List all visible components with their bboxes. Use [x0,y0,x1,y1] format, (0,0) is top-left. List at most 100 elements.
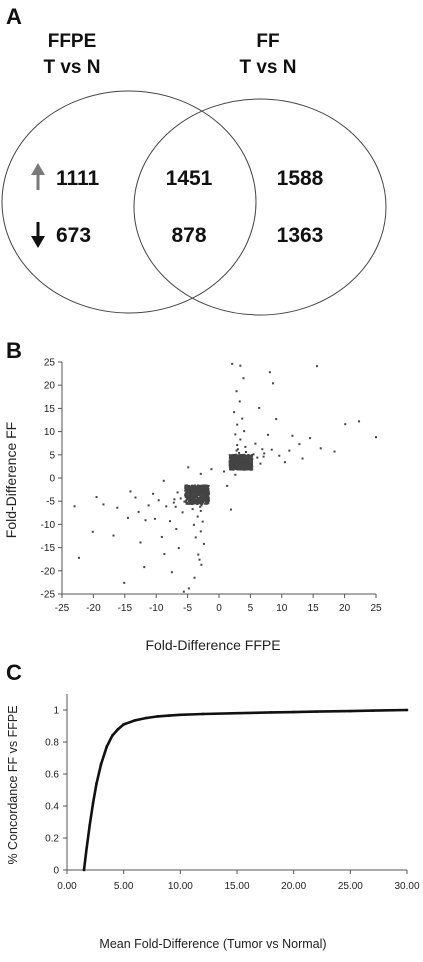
scatter-point [251,458,254,461]
scatter-point [184,487,187,490]
scatter-point [268,371,271,374]
scatter-point [160,535,163,538]
scatter-point [202,494,205,497]
scatter-point [193,489,196,492]
concordance-point [85,849,88,852]
concordance-point [99,763,103,766]
scatter-point [172,501,175,504]
scatter-point [240,465,243,468]
scatter-point [174,505,177,508]
scatter-point [200,498,203,501]
concordance-point [122,723,125,726]
scatter-point [188,498,191,501]
concordance-point [371,709,375,712]
scatter-point [188,485,191,488]
scatter-point [191,494,194,497]
scatter-point [201,520,204,523]
scatter-point [241,459,244,462]
scatter-point [237,456,240,459]
scatter-point [236,463,239,466]
line-y-tick-label: 0.2 [45,834,59,845]
scatter-point [228,455,231,458]
scatter-point [143,566,146,569]
scatter-point [301,457,304,460]
scatter-point [243,468,246,471]
scatter-point [235,390,238,393]
scatter-point [272,382,275,385]
concordance-point [145,716,148,720]
scatter-point [186,494,189,497]
scatter-point [240,457,243,460]
scatter-point [207,489,210,492]
scatter-point [201,484,204,487]
scatter-point [251,468,254,471]
scatter-point [263,452,266,455]
scatter-point [231,461,234,464]
scatter-point [245,468,248,471]
scatter-point [198,491,201,494]
scatter-x-tick-label: 5 [248,603,254,614]
scatter-point [239,458,242,461]
scatter-point [204,495,207,498]
scatter-point [242,462,245,465]
scatter-point [182,590,185,593]
scatter-point [195,499,198,502]
scatter-point [73,505,76,508]
scatter-point [188,494,191,497]
scatter-y-tick-label: 0 [49,474,55,485]
scatter-point [192,494,195,497]
scatter-point [246,454,249,457]
scatter-point [201,491,204,494]
concordance-point [292,710,295,714]
scatter-point [201,500,204,503]
scatter-point [183,500,186,503]
scatter-point [198,497,201,500]
scatter-point [196,491,199,494]
scatter-point [248,462,251,465]
scatter-point [193,501,196,504]
scatter-point [192,496,195,499]
scatter-point [243,466,246,469]
scatter-point [137,510,140,513]
venn-overlap-up: 1451 [166,167,213,190]
scatter-point [236,454,239,457]
venn-ffpe-only-up: 1111 [56,167,100,190]
scatter-point [315,365,318,368]
line-y-tick-label: 1 [53,706,59,717]
scatter-point [232,468,235,471]
scatter-point [201,497,204,500]
scatter-point [230,464,233,467]
scatter-point [242,468,245,471]
venn-ff-only-down: 1363 [277,224,324,247]
scatter-point [236,461,239,464]
scatter-point [243,430,246,433]
panel-letter-c: C [6,660,22,685]
scatter-point [193,493,196,496]
scatter-point [242,465,245,468]
scatter-point [243,456,246,459]
scatter-point [199,495,202,498]
scatter-point [278,454,281,457]
line-y-tick-label: 0.8 [45,738,59,749]
scatter-point [230,459,233,462]
concordance-point [179,713,182,716]
scatter-point [244,460,247,463]
concordance-point [156,715,159,718]
scatter-point [193,488,196,491]
scatter-point [191,493,194,496]
scatter-point [184,492,187,495]
scatter-point [189,496,192,499]
scatter-x-tick-label: -5 [183,603,192,614]
scatter-point [232,463,235,466]
scatter-point [240,454,243,457]
concordance-point [315,710,318,713]
scatter-point [194,490,197,493]
scatter-point [204,490,207,493]
concordance-point [133,719,137,722]
scatter-x-axis-label: Fold-Difference FFPE [145,637,280,653]
scatter-point [248,455,251,458]
scatter-point [189,493,192,496]
scatter-point [242,455,245,458]
scatter-point [199,530,202,533]
scatter-point [238,451,241,454]
